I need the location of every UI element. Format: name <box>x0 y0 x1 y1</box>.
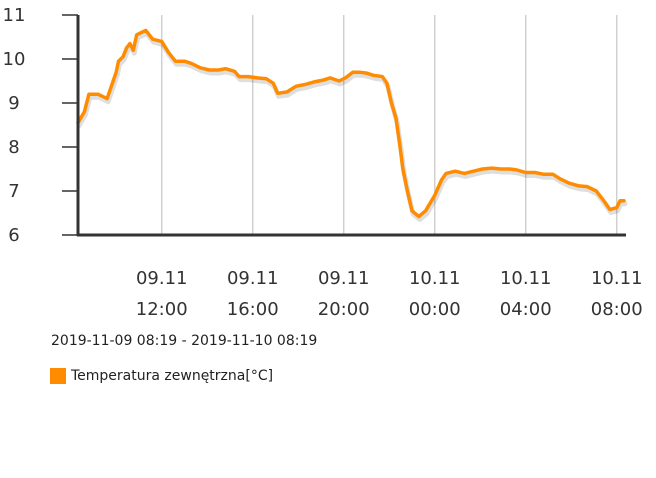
series-line <box>76 28 626 219</box>
legend-label: Temperatura zewnętrzna[°C] <box>71 368 274 384</box>
date-range: 2019-11-09 08:19 - 2019-11-10 08:19 <box>51 333 318 349</box>
series-layer <box>76 28 628 222</box>
x-tick-label-time: 20:00 <box>318 299 370 320</box>
x-tick-label-time: 04:00 <box>500 299 552 320</box>
y-axis-ticks: 6 7 8 9 10 11 <box>3 5 78 246</box>
y-tick-label: 10 <box>3 49 26 70</box>
legend-swatch <box>50 368 66 384</box>
y-tick-label: 9 <box>8 93 19 114</box>
x-axis-ticks: 09.11 12:00 09.11 16:00 09.11 20:00 10.11 00:00… <box>136 268 643 320</box>
x-tick-label-date: 10.11 <box>409 268 461 289</box>
grid-lines <box>160 15 618 235</box>
x-tick-label-date: 10.11 <box>500 268 552 289</box>
x-tick-label-date: 10.11 <box>591 268 643 289</box>
y-tick-label: 8 <box>8 137 19 158</box>
y-tick-label: 7 <box>8 181 19 202</box>
temperature-chart: 6 7 8 9 10 11 09.11 12:00 09.11 16:00 09.11 20:00 1… <box>3 5 643 320</box>
x-tick-label-time: 08:00 <box>591 299 643 320</box>
x-tick-label-time: 00:00 <box>409 299 461 320</box>
y-tick-label: 6 <box>8 225 19 246</box>
legend[interactable]: Temperatura zewnętrzna[°C] <box>50 368 273 384</box>
series-line-shadow <box>76 30 628 222</box>
x-tick-label-date: 09.11 <box>318 268 370 289</box>
x-tick-label-date: 09.11 <box>136 268 188 289</box>
y-tick-label: 11 <box>3 5 26 26</box>
x-tick-label-time: 12:00 <box>136 299 188 320</box>
x-tick-label-date: 09.11 <box>227 268 279 289</box>
x-tick-label-time: 16:00 <box>227 299 279 320</box>
